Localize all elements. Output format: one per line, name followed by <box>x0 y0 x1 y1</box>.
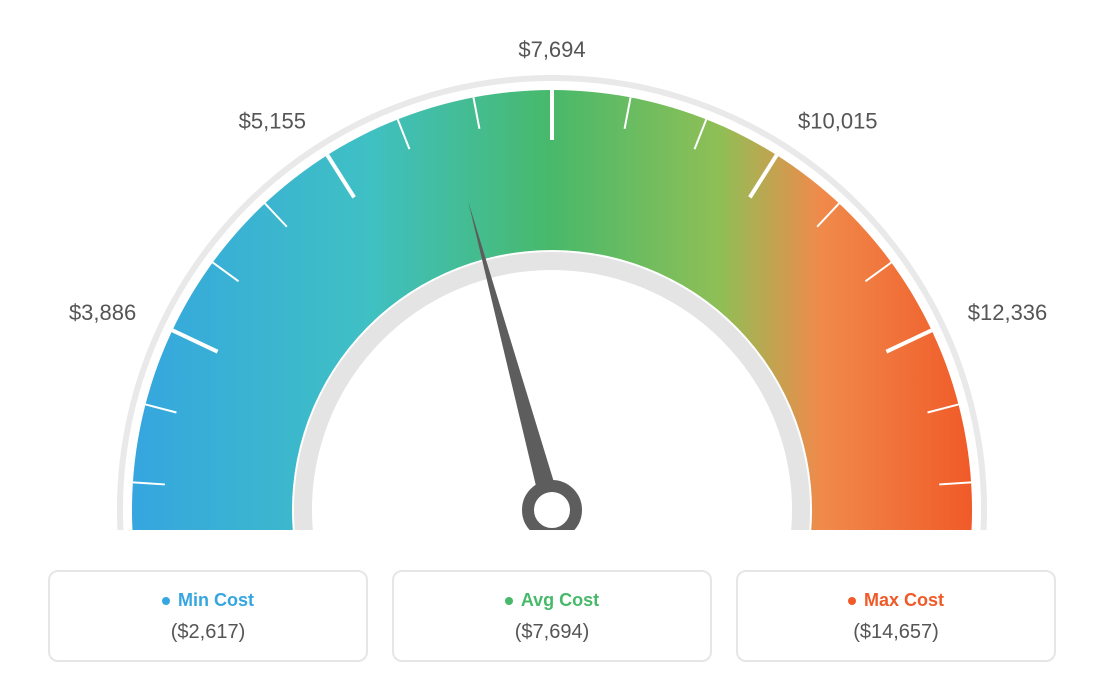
legend-card-avg: Avg Cost ($7,694) <box>392 570 712 662</box>
legend-row: Min Cost ($2,617) Avg Cost ($7,694) Max … <box>0 570 1104 662</box>
legend-title-min: Min Cost <box>162 590 254 611</box>
legend-value-min: ($2,617) <box>60 621 356 644</box>
legend-value-avg: ($7,694) <box>404 621 700 644</box>
svg-text:$12,336: $12,336 <box>968 300 1048 325</box>
dot-icon <box>848 597 856 605</box>
legend-title-text: Avg Cost <box>521 590 599 611</box>
legend-card-max: Max Cost ($14,657) <box>736 570 1056 662</box>
svg-text:$7,694: $7,694 <box>518 37 585 62</box>
legend-title-text: Max Cost <box>864 590 944 611</box>
legend-card-min: Min Cost ($2,617) <box>48 570 368 662</box>
svg-text:$5,155: $5,155 <box>239 108 306 133</box>
legend-title-text: Min Cost <box>178 590 254 611</box>
legend-value-max: ($14,657) <box>748 621 1044 644</box>
svg-text:$10,015: $10,015 <box>798 108 878 133</box>
cost-gauge: $2,617$3,886$5,155$7,694$10,015$12,336$1… <box>0 0 1104 530</box>
dot-icon <box>505 597 513 605</box>
dot-icon <box>162 597 170 605</box>
legend-title-avg: Avg Cost <box>505 590 599 611</box>
svg-text:$3,886: $3,886 <box>69 300 136 325</box>
legend-title-max: Max Cost <box>848 590 944 611</box>
